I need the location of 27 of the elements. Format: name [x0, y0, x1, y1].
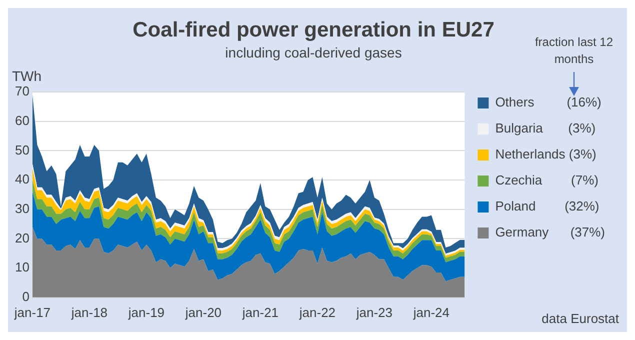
y-tick-label: 50 — [14, 142, 30, 158]
x-tick-label: jan-21 — [241, 304, 279, 320]
text: data Eurostat — [542, 311, 619, 326]
y-axis-title: TWh — [12, 68, 42, 84]
x-tick-label: jan-20 — [184, 304, 222, 320]
y-tick-label: 20 — [14, 230, 30, 246]
legend-label: Czechia (7%) — [495, 172, 599, 188]
y-tick-label: 60 — [14, 112, 30, 128]
legend-label: Others (16%) — [495, 94, 602, 110]
x-tick-label: jan-24 — [412, 304, 450, 320]
legend-label: Germany (37%) — [495, 224, 606, 240]
legend-label: Netherlands (3%) — [495, 146, 596, 162]
x-tick-label: jan-23 — [355, 304, 393, 320]
x-tick-label: jan-22 — [298, 304, 336, 320]
y-tick-label: 70 — [14, 84, 30, 99]
y-tick-label: 30 — [14, 200, 30, 216]
x-tick-label: jan-17 — [13, 304, 51, 320]
y-tick-label: 40 — [14, 172, 30, 187]
x-tick-label: jan-19 — [127, 304, 165, 320]
chart-subtitle: including coal-derived gases — [225, 44, 402, 60]
x-tick-label: jan-18 — [70, 304, 108, 320]
chart-title: Coal-fired power generation in EU27 — [132, 18, 494, 42]
text: fraction last 12 months — [534, 34, 614, 68]
y-tick-label: 10 — [14, 260, 30, 275]
legend-label: Poland (32%) — [495, 198, 600, 214]
y-tick-label: 0 — [22, 288, 30, 304]
legend-label: Bulgaria (3%) — [495, 120, 596, 136]
